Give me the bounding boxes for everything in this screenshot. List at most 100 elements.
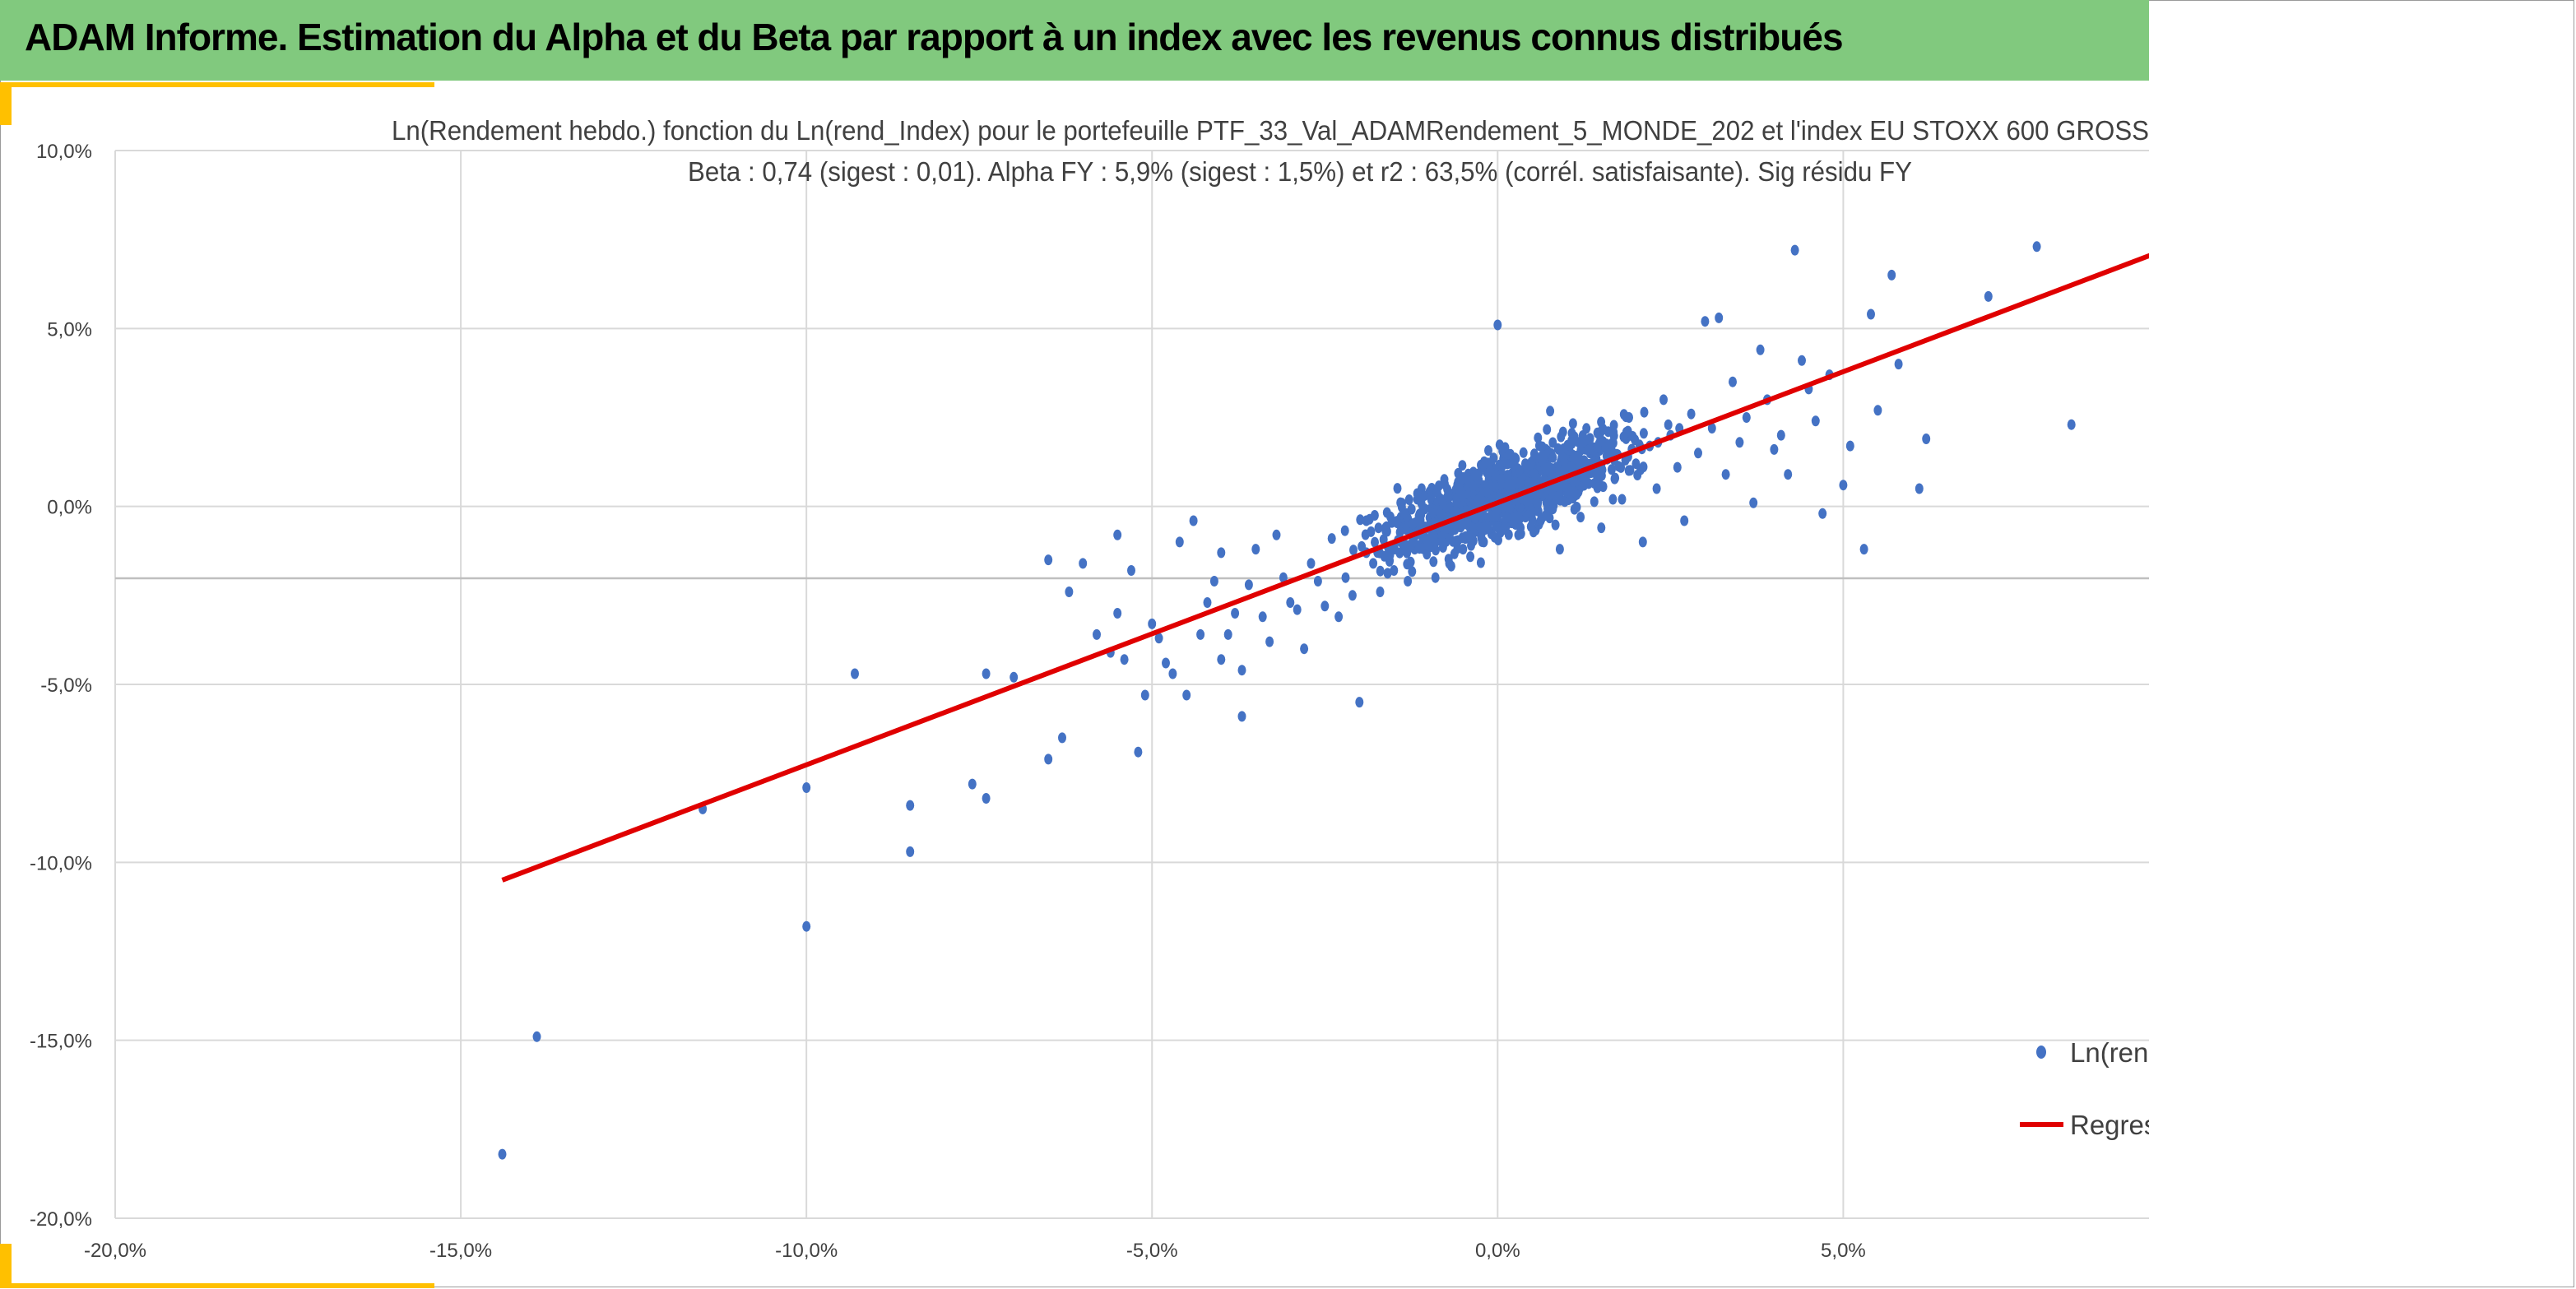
scatter-point: [1120, 654, 1129, 665]
scatter-point: [1390, 565, 1399, 576]
scatter-point: [1749, 497, 1758, 508]
scatter-point: [1113, 608, 1122, 619]
title-banner: ADAM Informe. Estimation du Alpha et du …: [0, 0, 2149, 81]
scatter-point: [1721, 469, 1730, 480]
scatter-point: [1093, 628, 1101, 640]
scatter-point: [1543, 424, 1552, 435]
scatter-point: [1251, 544, 1260, 555]
scatter-point: [1477, 522, 1486, 534]
scatter-point: [1742, 412, 1751, 423]
scatter-point: [1557, 431, 1566, 443]
scatter-point: [1402, 511, 1411, 522]
scatter-point: [1307, 558, 1316, 569]
scatter-point: [1593, 468, 1602, 480]
y-tick-label: 10,0%: [36, 141, 92, 163]
scatter-point: [1457, 474, 1465, 485]
scatter-point: [1756, 344, 1765, 355]
scatter-point: [1608, 494, 1618, 505]
scatter-point: [1599, 424, 1608, 435]
scatter-point: [1408, 536, 1417, 548]
scatter-point: [982, 668, 991, 679]
scatter-point: [1545, 467, 1554, 478]
regression-line: [501, 253, 2149, 883]
scatter-point: [1409, 518, 1417, 530]
scatter-point: [1374, 522, 1383, 534]
scatter-point: [1367, 526, 1376, 537]
scatter-point: [1715, 312, 1724, 323]
scatter-point: [1626, 465, 1635, 476]
scatter-point: [851, 668, 859, 679]
scatter-point: [1258, 611, 1267, 623]
scatter-point: [1770, 443, 1779, 455]
scatter-point: [1687, 408, 1696, 420]
y-tick-label: -10,0%: [30, 852, 92, 874]
scatter-point: [1237, 665, 1246, 676]
scatter-point: [1608, 446, 1617, 457]
scatter-point: [1590, 496, 1599, 508]
scatter-point: [1429, 556, 1438, 568]
chart-subtitle: Beta : 0,74 (sigest : 0,01). Alpha FY : …: [688, 156, 1912, 187]
scatter-point: [1515, 513, 1524, 525]
scatter-point: [1348, 590, 1357, 601]
scatter-point: [1168, 668, 1177, 679]
legend-scatter-label: Ln(rend: [2070, 1037, 2149, 1068]
x-tick-label: -20,0%: [84, 1240, 146, 1262]
scatter-point: [1495, 459, 1504, 471]
x-tick-label: -5,0%: [1126, 1240, 1178, 1262]
x-tick-label: 5,0%: [1821, 1240, 1866, 1262]
scatter-point: [1523, 461, 1532, 472]
scatter-point: [1640, 406, 1649, 418]
scatter-point: [1469, 481, 1478, 493]
scatter-point: [1614, 461, 1622, 472]
y-tick-label: -15,0%: [30, 1031, 92, 1053]
scatter-point: [1563, 483, 1572, 494]
scatter-point: [1555, 482, 1564, 494]
scatter-point: [1300, 643, 1309, 655]
legend: Ln(rend Regres: [2020, 1037, 2149, 1140]
scatter-point: [2032, 241, 2041, 253]
scatter-point: [1504, 529, 1513, 540]
scatter-point: [1189, 515, 1198, 526]
scatter-point: [1984, 290, 1993, 302]
scatter-point: [1484, 445, 1492, 457]
scatter-point: [1279, 572, 1288, 583]
scatter-point: [1379, 534, 1388, 545]
scatter-point: [1519, 447, 1528, 458]
scatter-point: [1478, 536, 1487, 547]
scatter-point: [1505, 503, 1514, 514]
scatter-point: [1327, 533, 1336, 545]
scatter-point: [1493, 319, 1502, 331]
scatter-point: [1423, 540, 1432, 551]
scatter-point: [906, 800, 915, 811]
scatter-point: [1470, 470, 1479, 481]
scatter-point: [1574, 437, 1583, 448]
scatter-point: [1465, 530, 1474, 541]
scatter-point: [1209, 576, 1218, 587]
scatter-point: [1576, 512, 1585, 523]
grid-lines: [114, 150, 2149, 1219]
scatter-point: [1196, 628, 1205, 640]
scatter-point: [1404, 576, 1413, 587]
y-tick-label: 5,0%: [47, 318, 92, 341]
scatter-point: [1320, 600, 1330, 612]
accent-top-left: [0, 82, 12, 125]
scatter-point: [1058, 732, 1066, 744]
scatter-point: [1551, 519, 1560, 531]
scatter-point: [1293, 604, 1302, 615]
scatter-point: [1182, 689, 1191, 701]
scatter-point: [1568, 418, 1577, 429]
scatter-point: [1148, 618, 1157, 629]
scatter-point: [1370, 510, 1379, 521]
scatter-point: [1426, 492, 1435, 503]
scatter-point: [1349, 545, 1358, 556]
chart-title: Ln(Rendement hebdo.) fonction du Ln(rend…: [392, 115, 2149, 146]
scatter-point: [1443, 490, 1452, 502]
scatter-point: [1341, 572, 1350, 583]
scatter-point: [1458, 460, 1467, 471]
accent-bottom-left: [0, 1244, 12, 1288]
scatter-point: [1559, 443, 1568, 454]
page-title: ADAM Informe. Estimation du Alpha et du …: [25, 16, 1844, 58]
scatter-point: [1454, 535, 1462, 546]
scatter-point: [1437, 508, 1446, 520]
scatter-point: [1548, 485, 1557, 497]
